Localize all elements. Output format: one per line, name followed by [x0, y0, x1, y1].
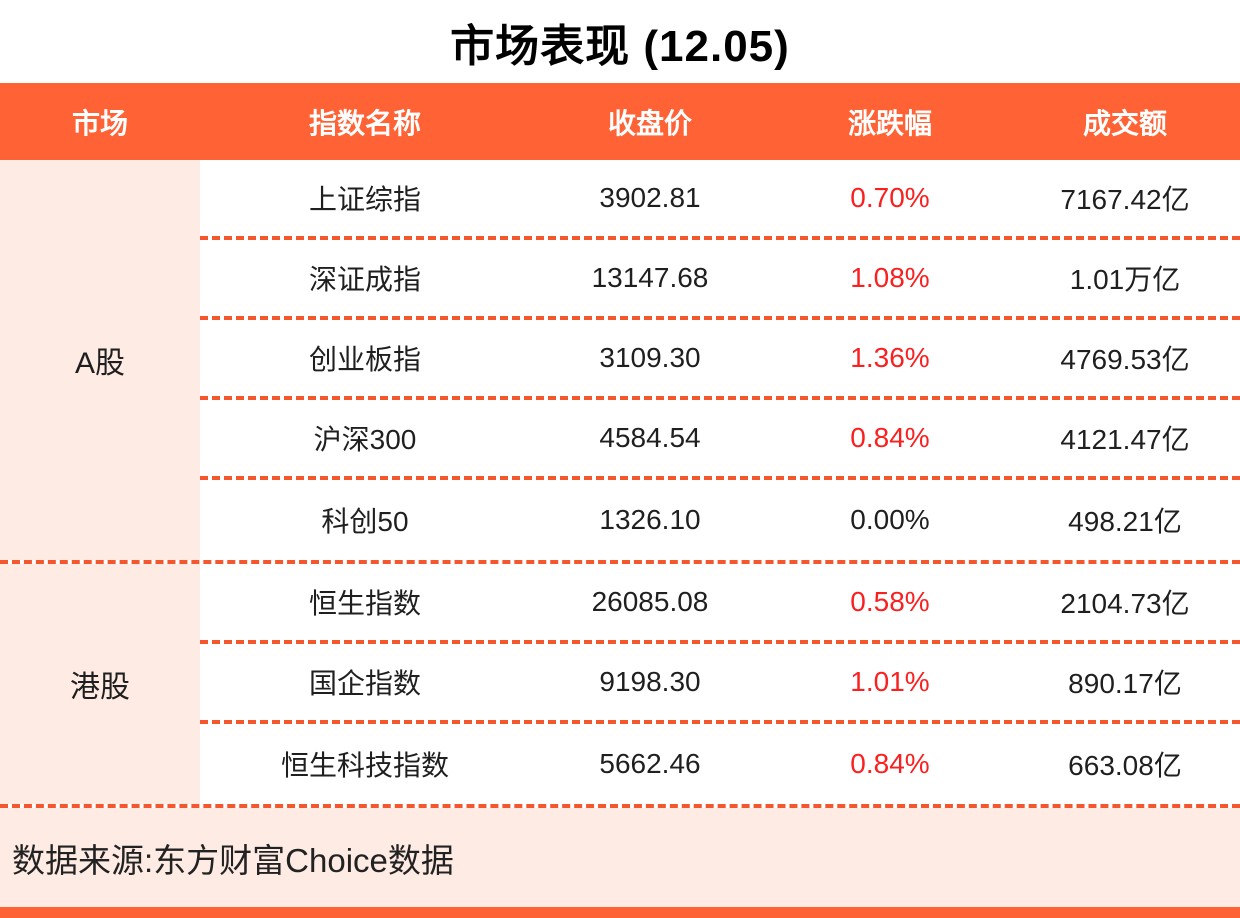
index-name-cell: 恒生指数 — [308, 588, 421, 619]
index-name-cell: 国企指数 — [308, 668, 421, 699]
change-pct-cell: 0.70% — [850, 182, 930, 213]
turnover-cell: 1.01万亿 — [1069, 264, 1181, 295]
table-body: A股 上证综指 3902.81 0.70% 7167.42亿深证成指 13147.68 1.… — [0, 160, 1240, 808]
header-cell-turnover: 成交额 — [1082, 107, 1167, 139]
table-row: 沪深300 4584.54 0.84% 4121.47亿 — [200, 400, 1240, 480]
market-group: A股 上证综指 3902.81 0.70% 7167.42亿深证成指 13147.68 1.… — [0, 160, 1240, 564]
header-cell-change: 涨跌幅 — [847, 107, 932, 139]
page-title: 市场表现 (12.05) — [450, 21, 790, 71]
change-pct-cell: 0.58% — [850, 586, 930, 617]
close-price-cell: 13147.68 — [591, 262, 709, 293]
market-group: 港股 恒生指数 26085.08 0.58% 2104.73亿国企指数 9198.30 1.… — [0, 564, 1240, 808]
index-name-cell: 深证成指 — [308, 264, 421, 295]
header-cell-name: 指数名称 — [308, 107, 421, 139]
close-price-cell: 3902.81 — [599, 182, 701, 213]
table-header-row: 市场 指数名称 收盘价 涨跌幅 成交额 — [0, 83, 1240, 160]
index-name-cell: 科创50 — [321, 506, 409, 537]
change-pct-cell: 1.08% — [850, 262, 930, 293]
title-bar: 市场表现 (12.05) — [0, 0, 1240, 83]
change-pct-cell: 0.84% — [850, 422, 930, 453]
table-row: 恒生指数 26085.08 0.58% 2104.73亿 — [200, 564, 1240, 644]
data-source-text: 数据来源:东方财富Choice数据 — [12, 841, 454, 879]
turnover-cell: 663.08亿 — [1068, 750, 1182, 781]
turnover-cell: 2104.73亿 — [1060, 588, 1190, 619]
table-row: 恒生科技指数 5662.46 0.84% 663.08亿 — [200, 724, 1240, 804]
turnover-cell: 4121.47亿 — [1060, 424, 1190, 455]
table-row: 深证成指 13147.68 1.08% 1.01万亿 — [200, 240, 1240, 320]
close-price-cell: 5662.46 — [599, 748, 701, 779]
change-pct-cell: 1.36% — [850, 342, 930, 373]
change-pct-cell: 0.84% — [850, 748, 930, 779]
table-row: 国企指数 9198.30 1.01% 890.17亿 — [200, 644, 1240, 724]
close-price-cell: 3109.30 — [599, 342, 701, 373]
index-name-cell: 创业板指 — [308, 344, 421, 375]
table-row: 创业板指 3109.30 1.36% 4769.53亿 — [200, 320, 1240, 400]
turnover-cell: 4769.53亿 — [1060, 344, 1190, 375]
turnover-cell: 498.21亿 — [1068, 506, 1182, 537]
turnover-cell: 890.17亿 — [1068, 668, 1182, 699]
close-price-cell: 26085.08 — [591, 586, 709, 617]
turnover-cell: 7167.42亿 — [1060, 184, 1190, 215]
market-label: A股 — [0, 160, 200, 560]
bottom-accent-bar — [0, 907, 1240, 918]
index-name-cell: 沪深300 — [313, 424, 417, 455]
header-cell-market: 市场 — [71, 107, 128, 139]
table-row: 科创50 1326.10 0.00% 498.21亿 — [200, 480, 1240, 560]
market-label: 港股 — [0, 564, 200, 804]
change-pct-cell: 1.01% — [850, 666, 930, 697]
market-rows: 上证综指 3902.81 0.70% 7167.42亿深证成指 13147.68 1.08… — [200, 160, 1240, 560]
close-price-cell: 9198.30 — [599, 666, 701, 697]
footer: 数据来源:东方财富Choice数据 — [0, 808, 1240, 907]
change-pct-cell: 0.00% — [850, 504, 930, 535]
index-name-cell: 恒生科技指数 — [280, 750, 449, 781]
close-price-cell: 1326.10 — [599, 504, 701, 535]
index-name-cell: 上证综指 — [308, 184, 421, 215]
table-row: 上证综指 3902.81 0.70% 7167.42亿 — [200, 160, 1240, 240]
market-rows: 恒生指数 26085.08 0.58% 2104.73亿国企指数 9198.30 1.01… — [200, 564, 1240, 804]
header-cell-close: 收盘价 — [607, 107, 692, 139]
close-price-cell: 4584.54 — [599, 422, 701, 453]
